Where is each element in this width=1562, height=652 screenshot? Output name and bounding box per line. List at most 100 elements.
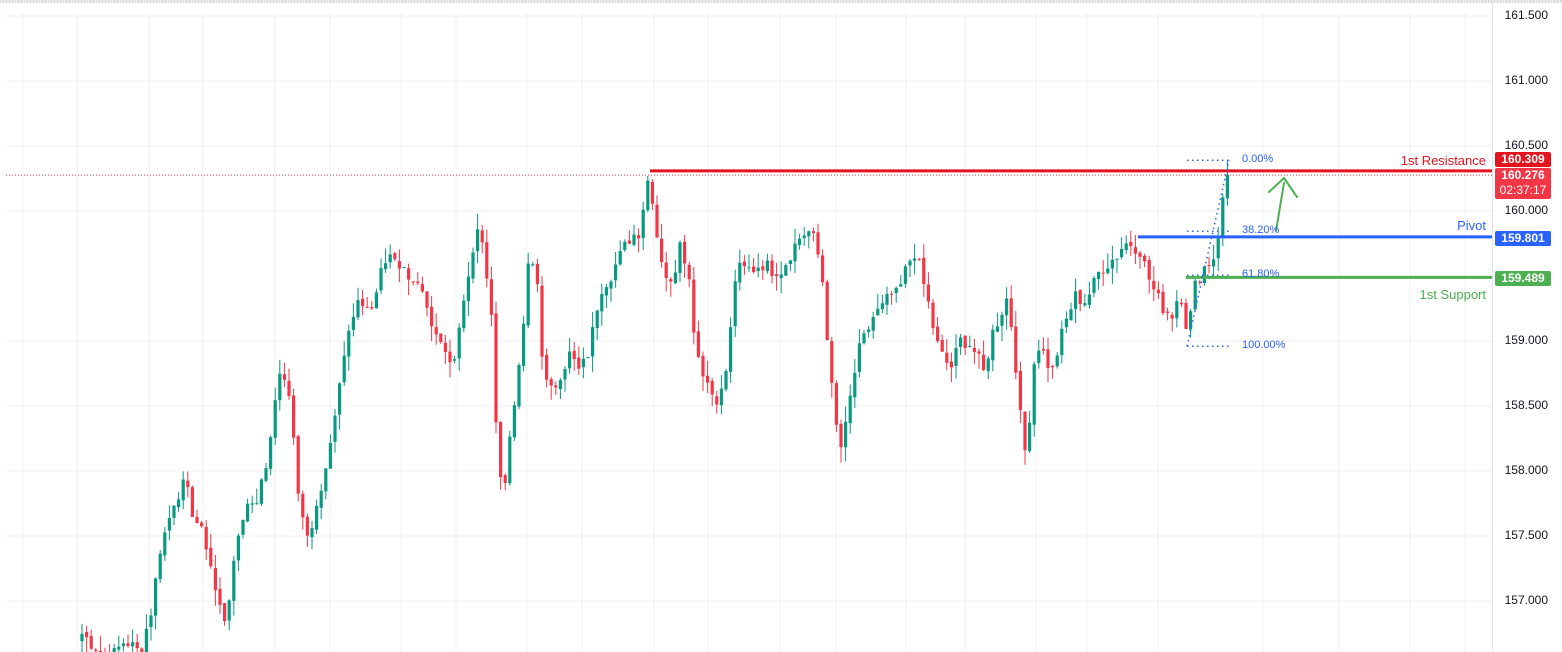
candle-body [1202, 266, 1206, 283]
candlestick-chart[interactable] [0, 3, 1562, 652]
candle-body [494, 313, 498, 423]
candle-body [1051, 366, 1055, 368]
candle-body [232, 560, 236, 601]
candle-body [807, 231, 811, 237]
pivot-label: Pivot [1457, 218, 1486, 233]
candle-body [453, 359, 457, 361]
candle-body [1087, 294, 1091, 305]
candle-body [135, 642, 139, 649]
candle-body [471, 252, 475, 279]
candle-body [959, 337, 963, 347]
candle-body [1225, 174, 1229, 199]
candle-body [747, 267, 751, 269]
candle-body [908, 260, 912, 266]
candle-body [931, 302, 935, 329]
candle-body [1147, 260, 1151, 280]
candle-body [591, 327, 595, 357]
arrow-head-icon [1268, 177, 1298, 198]
candle-body [154, 578, 158, 616]
price-axis-tick: 157.500 [1504, 528, 1548, 542]
candle-body [287, 380, 291, 396]
candle-body [706, 375, 710, 383]
candle-body [1028, 422, 1032, 452]
candle-body [678, 242, 682, 273]
candle-body [338, 383, 342, 415]
candle-body [1018, 370, 1022, 410]
candle-body [540, 285, 544, 357]
candle-body [365, 306, 369, 308]
candle-body [885, 293, 889, 305]
candle-body [430, 306, 434, 327]
price-axis-tick: 161.000 [1504, 73, 1548, 87]
candle-body [379, 268, 383, 291]
candle-body [1156, 289, 1160, 294]
candle-body [223, 603, 227, 621]
candle-body [1097, 271, 1101, 280]
candle-body [577, 357, 581, 369]
candle-body [388, 254, 392, 263]
candle-body [917, 258, 921, 260]
candle-body [282, 374, 286, 380]
candle-body [793, 243, 797, 262]
candle-body [1060, 328, 1064, 356]
candle-body [269, 437, 273, 469]
candle-body [1046, 349, 1050, 368]
candle-body [876, 308, 880, 316]
candle-body [802, 235, 806, 239]
candle-body [1175, 301, 1179, 319]
candle-body [1152, 280, 1156, 290]
candle-body [301, 493, 305, 518]
fib-label-100: 100.00% [1242, 339, 1286, 351]
candle-body [862, 333, 866, 344]
candle-body [798, 238, 802, 246]
candle-body [255, 503, 259, 505]
candle-body [1124, 243, 1128, 250]
candle-body [701, 355, 705, 377]
candle-body [420, 284, 424, 292]
candle-body [1000, 314, 1004, 326]
candle-body [586, 356, 590, 358]
candle-body [692, 279, 696, 333]
candle-body [899, 284, 903, 287]
price-axis-tick: 160.500 [1504, 138, 1548, 152]
candle-body [558, 380, 562, 390]
candle-body [466, 276, 470, 302]
candle-body [370, 307, 374, 309]
fib-label-382: 38.20% [1242, 224, 1280, 236]
up-arrow-icon [1275, 182, 1285, 232]
candle-body [1074, 291, 1078, 309]
candle-body [954, 348, 958, 367]
candle-body [439, 333, 443, 343]
candle-body [738, 262, 742, 283]
candle-body [296, 436, 300, 494]
chart-area[interactable]: 161.500 161.000 160.500 160.000 159.000 158.5… [0, 3, 1562, 652]
candle-body [273, 400, 277, 438]
candle-body [765, 260, 769, 272]
candle-body [1014, 326, 1018, 373]
candle-body [669, 279, 673, 282]
candle-body [264, 468, 268, 481]
candle-body [144, 628, 148, 652]
fib-label-0: 0.00% [1242, 153, 1274, 165]
candle-body [968, 345, 972, 347]
candle-body [1166, 311, 1170, 313]
candle-body [632, 234, 636, 245]
candle-body [830, 341, 834, 383]
candle-body [853, 372, 857, 398]
candle-body [894, 287, 898, 294]
candle-body [687, 264, 691, 280]
candle-body [1064, 318, 1068, 328]
candle-body [1078, 290, 1082, 304]
resistance-label: 1st Resistance [1400, 153, 1486, 168]
candle-body [259, 479, 263, 504]
candle-body [347, 330, 351, 357]
candle-body [1069, 309, 1073, 321]
candle-body [356, 300, 360, 318]
candle-body [535, 263, 539, 284]
candle-body [1106, 268, 1110, 274]
candle-body [186, 480, 190, 488]
price-axis-tick: 158.000 [1504, 463, 1548, 477]
candle-body [986, 358, 990, 372]
candle-body [940, 340, 944, 352]
candle-body [926, 284, 930, 302]
